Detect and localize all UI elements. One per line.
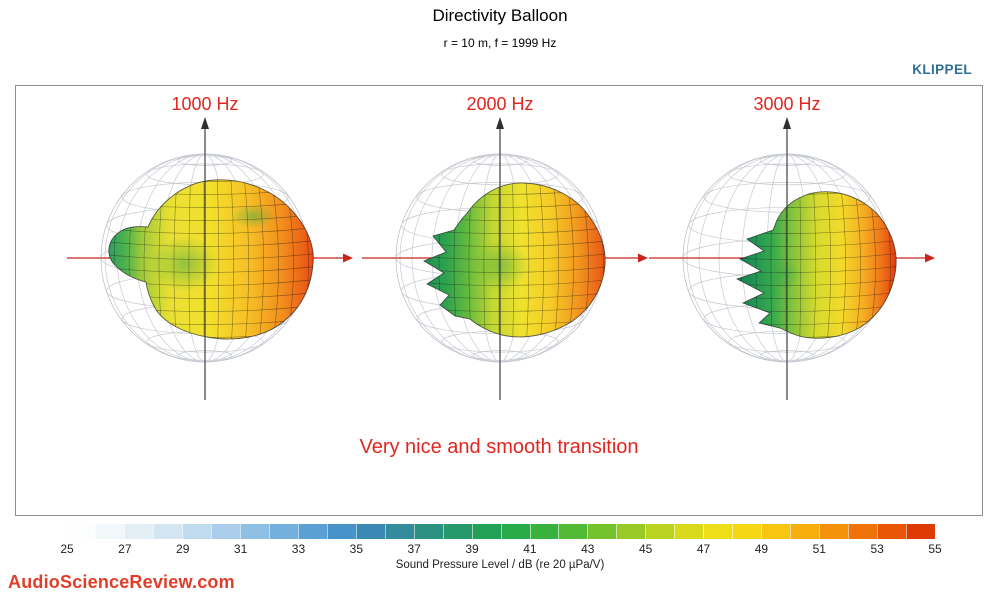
colorbar-tick-label: 33 (291, 542, 306, 556)
vertical-axis (783, 117, 791, 400)
colorbar-segment (123, 524, 153, 539)
colorbar-segment (67, 524, 95, 539)
colorbar-segment (471, 524, 501, 539)
colorbar-tick-label: 55 (928, 542, 942, 556)
balloon-plot-1000hz (67, 117, 353, 400)
site-watermark: AudioScienceReview.com (8, 572, 235, 592)
colorbar-label: Sound Pressure Level / dB (re 20 µPa/V) (395, 559, 605, 571)
colorbar-segment (181, 524, 211, 539)
colorbar-segment (587, 524, 617, 539)
frequency-label-3000hz: 3000 Hz (753, 94, 821, 114)
colorbar-tick-label: 37 (407, 542, 421, 556)
colorbar-segment (703, 524, 733, 539)
colorbar-tick-label: 53 (870, 542, 884, 556)
measurement-conditions: r = 10 m, f = 1999 Hz (443, 36, 557, 50)
frequency-label-2000hz: 2000 Hz (466, 94, 534, 114)
colorbar-segment (500, 524, 530, 539)
colorbar-segment (616, 524, 646, 539)
colorbar-segment (210, 524, 240, 539)
colorbar-segment (355, 524, 385, 539)
page-title: Directivity Balloon (432, 6, 568, 25)
colorbar-segment (790, 524, 820, 539)
colorbar-segment (442, 524, 472, 539)
colorbar-segment (877, 524, 907, 539)
colorbar-segment (529, 524, 559, 539)
colorbar-tick-label: 49 (754, 542, 769, 556)
colorbar-segment (906, 524, 936, 539)
colorbar-tick-label: 51 (812, 542, 826, 556)
colorbar-tick-label: 47 (696, 542, 711, 556)
colorbar-tick-label: 35 (349, 542, 364, 556)
colorbar-segment (239, 524, 269, 539)
balloon-panel-1000hz: 1000 Hz (55, 92, 355, 411)
colorbar-tick-label: 25 (60, 542, 74, 556)
balloon-panel-2000hz: 2000 Hz (350, 92, 650, 411)
balloon-plot-2000hz (362, 117, 648, 400)
colorbar-segment (645, 524, 675, 539)
frequency-label-1000hz: 1000 Hz (171, 94, 239, 114)
colorbar-tick-label: 27 (118, 542, 132, 556)
colorbar-tick-label: 29 (176, 542, 190, 556)
vertical-axis (201, 117, 209, 400)
reviewer-annotation: Very nice and smooth transition (359, 436, 639, 458)
colorbar-segment (297, 524, 327, 539)
colorbar-ticks: 25 27 29 31 33 35 37 39 41 43 45 47 49 51 53 55 (60, 542, 941, 557)
colorbar-tick-label: 41 (523, 542, 537, 556)
colorbar-tick-label: 31 (233, 542, 248, 556)
colorbar-segment (384, 524, 414, 539)
colorbar-segment (413, 524, 443, 539)
colorbar-segment (152, 524, 182, 539)
colorbar-segment (732, 524, 762, 539)
colorbar-segment (848, 524, 878, 539)
colorbar-segment (94, 524, 124, 539)
colorbar-segment (674, 524, 704, 539)
colorbar (67, 524, 936, 539)
klippel-logo: KLIPPEL (912, 62, 972, 77)
colorbar-tick-label: 43 (581, 542, 595, 556)
balloon-plot-3000hz (649, 117, 935, 400)
colorbar-tick-label: 39 (465, 542, 479, 556)
vertical-axis (496, 117, 504, 400)
balloon-panel-3000hz: 3000 Hz (637, 92, 937, 411)
colorbar-segment (326, 524, 356, 539)
colorbar-tick-label: 45 (638, 542, 653, 556)
colorbar-segment (761, 524, 791, 539)
plot-frame: 1000 Hz 2000 Hz 3000 Hz Very nice and sm… (15, 85, 983, 516)
colorbar-segment (558, 524, 588, 539)
colorbar-segment (819, 524, 849, 539)
colorbar-segment (268, 524, 298, 539)
